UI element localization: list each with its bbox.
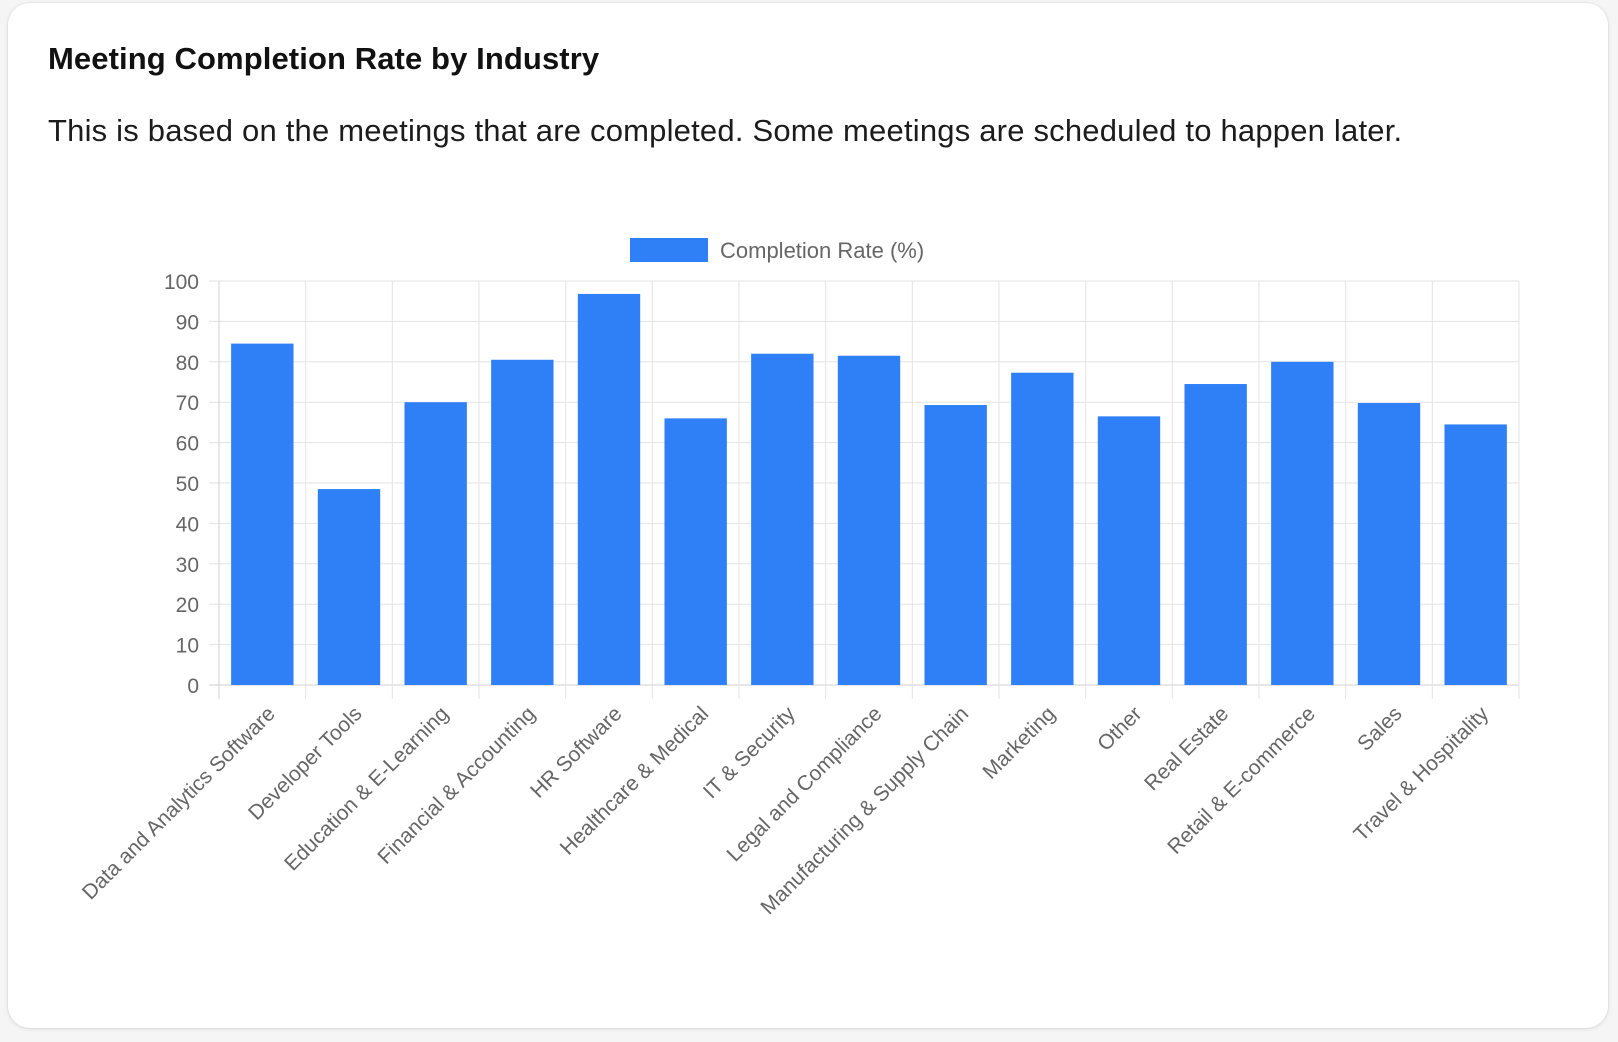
y-tick-label: 100: [164, 271, 199, 294]
y-tick-label: 20: [176, 594, 199, 617]
bar: [1444, 424, 1507, 685]
bar: [577, 293, 641, 685]
legend-swatch: [630, 238, 708, 262]
x-tick-label: Retail & E-commerce: [1163, 702, 1320, 859]
legend-label: Completion Rate (%): [720, 238, 924, 263]
bar: [1097, 416, 1161, 685]
y-tick-label: 60: [176, 433, 199, 456]
x-tick-label: Education & E-Learning: [280, 702, 453, 875]
bar: [231, 343, 294, 685]
x-tick-label: Sales: [1353, 702, 1406, 755]
bar: [924, 405, 987, 685]
bar: [1357, 403, 1421, 685]
bar-series: [231, 293, 1507, 685]
y-tick-label: 50: [176, 473, 199, 496]
y-tick-label: 40: [176, 513, 199, 536]
x-tick-label: Real Estate: [1140, 702, 1233, 795]
bar: [664, 418, 727, 685]
card-subtitle: This is based on the meetings that are c…: [48, 113, 1403, 148]
y-tick-label: 70: [176, 392, 199, 415]
y-tick-label: 0: [187, 675, 199, 698]
y-tick-label: 10: [176, 635, 199, 658]
x-tick-label: Legal and Compliance: [722, 702, 886, 866]
bar: [317, 489, 381, 685]
card-title: Meeting Completion Rate by Industry: [48, 41, 600, 76]
bar: [1011, 372, 1074, 685]
x-tick-label: Financial & Accounting: [373, 702, 540, 869]
y-tick-label: 90: [176, 311, 199, 334]
x-tick-label: Healthcare & Medical: [556, 702, 713, 859]
x-tick-label: Marketing: [978, 702, 1059, 783]
y-tick-label: 80: [176, 352, 199, 375]
bar: [404, 402, 467, 685]
x-tick-label: Other: [1093, 702, 1146, 755]
bar: [491, 359, 554, 685]
bar: [837, 355, 901, 685]
legend: Completion Rate (%): [630, 238, 924, 263]
bar: [1271, 361, 1334, 685]
y-tick-label: 30: [176, 554, 199, 577]
bar: [751, 353, 814, 685]
bar: [1184, 384, 1247, 685]
